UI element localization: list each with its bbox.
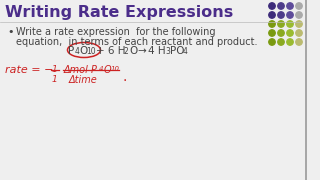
Circle shape	[287, 21, 293, 27]
Text: 3: 3	[165, 47, 170, 56]
Text: 2: 2	[124, 47, 129, 56]
Circle shape	[296, 30, 302, 36]
Text: 1: 1	[52, 65, 58, 74]
Text: 4: 4	[183, 47, 188, 56]
Circle shape	[269, 3, 275, 9]
Circle shape	[287, 3, 293, 9]
Text: equation,  in terms of each reactant and product.: equation, in terms of each reactant and …	[16, 37, 258, 47]
Circle shape	[269, 12, 275, 18]
Text: rate = −: rate = −	[5, 65, 53, 75]
Text: Δmol P: Δmol P	[64, 65, 98, 75]
Text: Write a rate expression  for the following: Write a rate expression for the followin…	[16, 27, 215, 37]
Circle shape	[278, 12, 284, 18]
Text: 1: 1	[52, 75, 58, 84]
Circle shape	[287, 12, 293, 18]
Circle shape	[278, 3, 284, 9]
Text: O: O	[79, 46, 87, 56]
Text: P: P	[68, 46, 74, 56]
Text: •: •	[7, 27, 13, 37]
Circle shape	[296, 3, 302, 9]
Text: O: O	[129, 46, 137, 56]
Text: →: →	[137, 46, 146, 56]
Text: 4: 4	[99, 66, 103, 72]
Circle shape	[278, 39, 284, 45]
Circle shape	[296, 21, 302, 27]
Text: + 6 H: + 6 H	[96, 46, 125, 56]
Circle shape	[287, 30, 293, 36]
Circle shape	[269, 21, 275, 27]
Text: O: O	[104, 65, 112, 75]
Circle shape	[278, 30, 284, 36]
Text: 10: 10	[111, 66, 120, 72]
Text: PO: PO	[170, 46, 185, 56]
Text: .: .	[122, 70, 126, 84]
Circle shape	[296, 12, 302, 18]
Text: 10: 10	[86, 47, 96, 56]
Text: 4: 4	[75, 47, 79, 56]
Circle shape	[296, 39, 302, 45]
Text: Writing Rate Expressions: Writing Rate Expressions	[5, 5, 233, 20]
Circle shape	[269, 30, 275, 36]
Circle shape	[278, 21, 284, 27]
Text: Δtime: Δtime	[69, 75, 98, 85]
Circle shape	[269, 39, 275, 45]
Text: 4 H: 4 H	[148, 46, 166, 56]
Circle shape	[287, 39, 293, 45]
